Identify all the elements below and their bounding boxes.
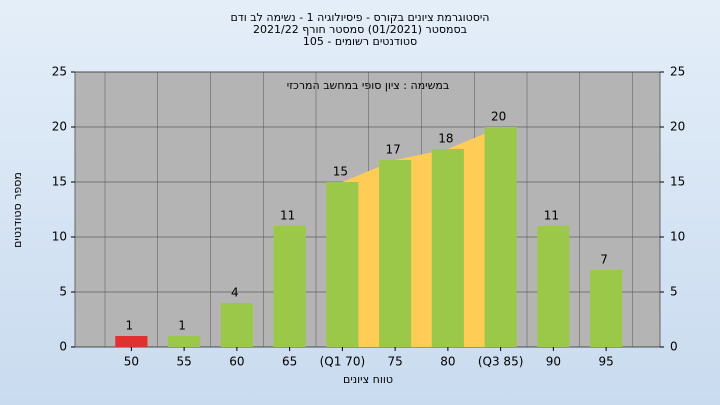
bar-shade [273, 226, 306, 347]
y2-tick-label: 15 [670, 175, 685, 189]
y-tick-label: 20 [52, 120, 67, 134]
value-label: 7 [600, 253, 608, 267]
value-label: 1 [178, 319, 186, 333]
value-label: 1 [126, 319, 134, 333]
y2-tick-label: 25 [670, 65, 685, 79]
x-tick-label: 90 [546, 355, 561, 369]
x-tick-label: 65 [282, 355, 297, 369]
value-label: 11 [280, 209, 295, 223]
bar-shade [168, 336, 201, 347]
bar-shade [590, 270, 623, 347]
value-label: 20 [491, 110, 506, 124]
y2-tick-label: 0 [670, 340, 678, 354]
value-label: 18 [438, 132, 453, 146]
annotation: במשימה : ציון סופי במחשב המרכזי [287, 79, 450, 92]
y-axis-label: מספר סטודנטים [11, 172, 24, 248]
x-tick-label: 80 [440, 355, 455, 369]
chart-title: היסטוגרמת ציונים בקורס - פיסיולוגיה 1 - … [230, 11, 489, 24]
bar-shade [115, 336, 148, 347]
bar-shade [379, 160, 412, 347]
y2-tick-label: 5 [670, 285, 678, 299]
value-label: 4 [231, 286, 239, 300]
y-tick-label: 0 [59, 340, 67, 354]
chart-subtitle: בסמסטר (01/2021) סמסטר חורף 2021/22 [253, 23, 467, 36]
x-tick-label: (Q1 70) [320, 355, 366, 369]
x-tick-label: 50 [124, 355, 139, 369]
y2-tick-label: 10 [670, 230, 685, 244]
x-tick-label: 75 [387, 355, 402, 369]
x-tick-label: 55 [176, 355, 191, 369]
x-tick-label: 95 [598, 355, 613, 369]
x-tick-label: 60 [229, 355, 244, 369]
bar-shade [537, 226, 570, 347]
x-axis-label: טווח ציונים [343, 373, 393, 386]
bar-shade [220, 303, 253, 347]
bar-shade [484, 127, 517, 347]
value-label: 17 [385, 143, 400, 157]
value-label: 15 [333, 165, 348, 179]
y-tick-label: 15 [52, 175, 67, 189]
y-tick-label: 10 [52, 230, 67, 244]
x-tick-label: (Q3 85) [478, 355, 524, 369]
bar-shade [431, 149, 464, 347]
bar-shade [326, 182, 359, 347]
y-tick-label: 25 [52, 65, 67, 79]
y-tick-label: 5 [59, 285, 67, 299]
value-label: 11 [544, 209, 559, 223]
y2-tick-label: 20 [670, 120, 685, 134]
chart-subtitle: סטודנטים רשומים - 105 [303, 35, 417, 48]
